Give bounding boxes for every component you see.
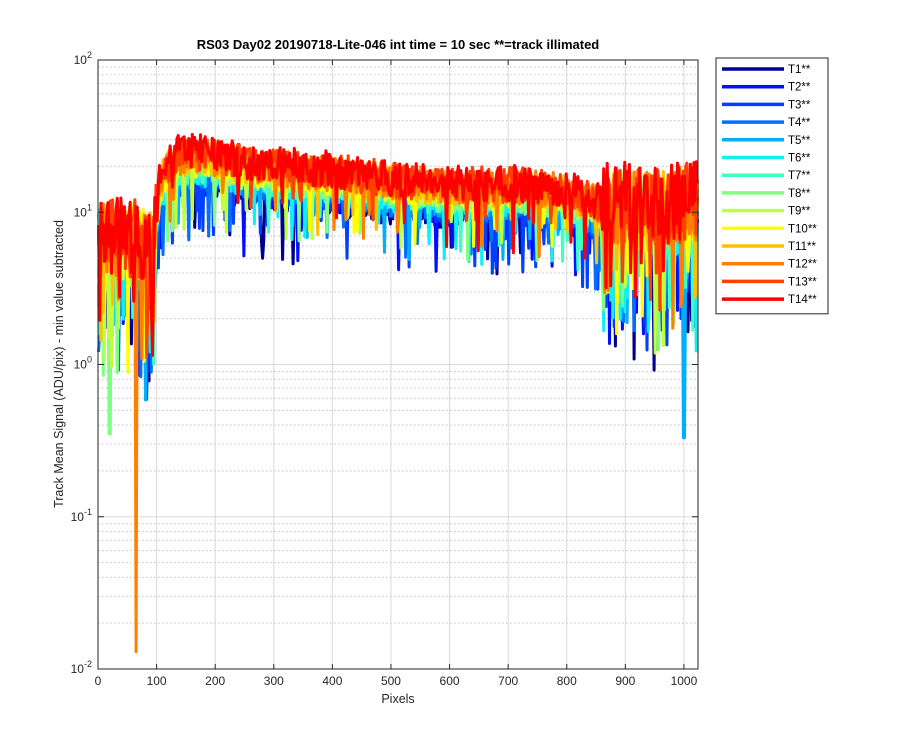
legend-label: T12** [788, 259, 817, 271]
y-axis-ticks: 10-2 10-1 100 101 102 [71, 50, 698, 676]
legend-label: T14** [788, 294, 817, 306]
legend: T1** T2** T3** T4** T5** T6** T7** T8** T9** T10*… [715, 57, 829, 315]
x-tick-label: 0 [95, 674, 102, 688]
legend-label: T3** [788, 99, 811, 111]
legend-label: T9** [788, 206, 811, 218]
x-tick-label: 900 [615, 674, 635, 688]
y-tick-label: 100 [74, 355, 92, 372]
legend-box [715, 57, 829, 315]
legend-label: T10** [788, 223, 817, 235]
x-tick-label: 100 [147, 674, 167, 688]
x-axis-label: Pixels [381, 692, 414, 706]
y-tick-label: 101 [74, 202, 92, 219]
x-tick-label: 400 [322, 674, 342, 688]
x-tick-label: 300 [264, 674, 284, 688]
legend-label: T11** [788, 241, 816, 253]
x-tick-label: 800 [557, 674, 577, 688]
x-axis-ticks: 0 100 200 300 400 500 600 700 800 900 1000 [95, 60, 698, 688]
y-tick-label: 10-1 [71, 507, 92, 524]
x-tick-label: 200 [205, 674, 225, 688]
legend-label: T1** [788, 64, 811, 76]
legend-label: T7** [788, 170, 811, 182]
legend-label: T6** [788, 153, 811, 165]
legend-label: T13** [788, 276, 817, 288]
y-tick-label: 102 [74, 50, 92, 67]
legend-label: T5** [788, 135, 811, 147]
y-axis-label: Track Mean Signal (ADU/pix) - min value … [52, 220, 66, 508]
legend-label: T2** [788, 82, 811, 94]
legend-label: T4** [788, 117, 811, 129]
y-tick-label: 10-2 [71, 659, 92, 676]
chart-title: RS03 Day02 20190718-Lite-046 int time = … [197, 37, 600, 52]
x-tick-label: 700 [498, 674, 518, 688]
x-tick-label: 500 [381, 674, 401, 688]
series-line-t14 [97, 132, 699, 357]
x-tick-label: 1000 [671, 674, 698, 688]
x-tick-label: 600 [440, 674, 460, 688]
plot-lines [97, 132, 699, 654]
legend-label: T8** [788, 188, 811, 200]
